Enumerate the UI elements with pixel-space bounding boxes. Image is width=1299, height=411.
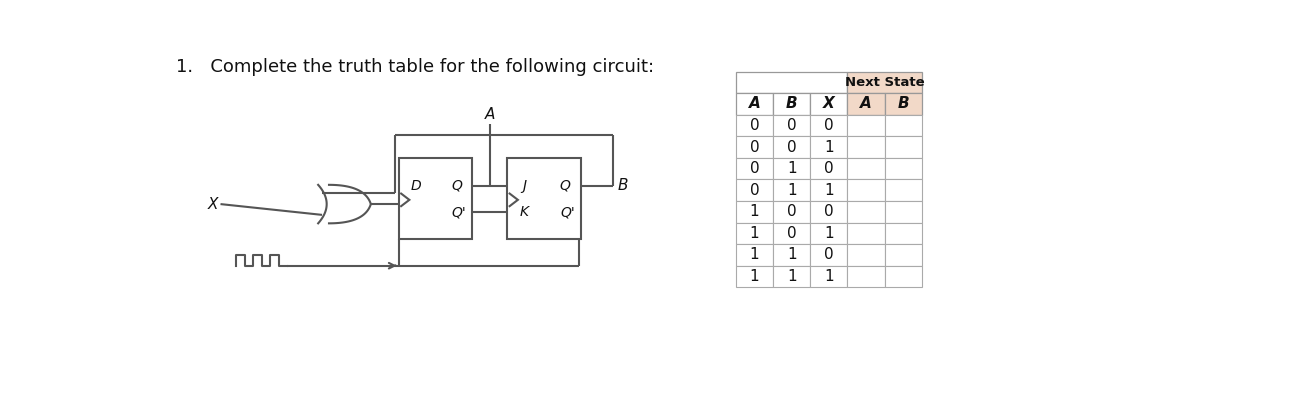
Bar — [399, 158, 473, 239]
Text: 1: 1 — [750, 247, 760, 262]
Bar — [773, 244, 811, 266]
Text: 1: 1 — [787, 247, 796, 262]
Text: Q: Q — [452, 179, 462, 193]
Text: X: X — [208, 196, 218, 212]
Text: 0: 0 — [750, 161, 760, 176]
Bar — [773, 93, 811, 115]
Bar — [735, 136, 773, 158]
Bar — [885, 223, 922, 244]
Bar — [735, 266, 773, 287]
Text: 1: 1 — [824, 226, 834, 241]
Bar — [885, 180, 922, 201]
Text: A: A — [485, 107, 495, 122]
Bar — [847, 244, 885, 266]
Text: 0: 0 — [750, 118, 760, 133]
Bar — [811, 93, 847, 115]
Bar — [811, 180, 847, 201]
Bar — [811, 136, 847, 158]
Text: 1: 1 — [787, 269, 796, 284]
Bar — [735, 115, 773, 136]
Bar — [847, 223, 885, 244]
Text: 0: 0 — [787, 118, 796, 133]
Text: B: B — [786, 97, 798, 111]
Bar — [811, 223, 847, 244]
Text: D: D — [410, 179, 421, 193]
Bar — [735, 158, 773, 180]
Bar — [507, 158, 581, 239]
Text: 0: 0 — [787, 204, 796, 219]
Text: 0: 0 — [750, 183, 760, 198]
Text: 0: 0 — [750, 140, 760, 155]
Text: 1: 1 — [750, 226, 760, 241]
Bar — [773, 158, 811, 180]
Text: Q: Q — [560, 179, 570, 193]
Text: 0: 0 — [824, 204, 834, 219]
Text: 1: 1 — [750, 204, 760, 219]
Text: 0: 0 — [824, 118, 834, 133]
Bar — [847, 266, 885, 287]
Bar — [811, 244, 847, 266]
Bar — [735, 201, 773, 223]
Text: 1: 1 — [787, 183, 796, 198]
Bar — [847, 115, 885, 136]
Bar — [811, 201, 847, 223]
Text: 1: 1 — [824, 140, 834, 155]
Text: Q': Q' — [560, 205, 575, 219]
Bar — [847, 136, 885, 158]
Bar — [885, 201, 922, 223]
Bar — [735, 244, 773, 266]
Bar — [773, 266, 811, 287]
Bar — [735, 223, 773, 244]
Text: 1: 1 — [824, 269, 834, 284]
Bar — [773, 180, 811, 201]
Text: 1: 1 — [787, 161, 796, 176]
Bar — [735, 180, 773, 201]
Text: X: X — [824, 97, 835, 111]
Text: K: K — [520, 205, 529, 219]
Bar — [885, 93, 922, 115]
Bar — [885, 158, 922, 180]
Bar — [847, 201, 885, 223]
Bar — [847, 93, 885, 115]
Bar — [885, 244, 922, 266]
Bar — [773, 136, 811, 158]
Bar — [847, 158, 885, 180]
Bar — [773, 201, 811, 223]
Text: 1: 1 — [750, 269, 760, 284]
Text: 0: 0 — [787, 140, 796, 155]
Bar — [735, 93, 773, 115]
Text: B: B — [617, 178, 627, 194]
Text: 1: 1 — [824, 183, 834, 198]
Bar — [847, 72, 922, 93]
Bar — [885, 115, 922, 136]
Bar — [885, 266, 922, 287]
Bar — [847, 180, 885, 201]
Bar — [811, 158, 847, 180]
Bar — [773, 223, 811, 244]
Text: A: A — [860, 97, 872, 111]
Text: Q': Q' — [451, 205, 466, 219]
Text: 0: 0 — [824, 247, 834, 262]
Bar — [885, 136, 922, 158]
Text: 0: 0 — [824, 161, 834, 176]
Text: A: A — [748, 97, 760, 111]
Bar — [735, 72, 847, 93]
Text: J: J — [522, 179, 526, 193]
Bar — [773, 115, 811, 136]
Text: Next State: Next State — [844, 76, 925, 89]
Bar — [811, 266, 847, 287]
Text: B: B — [898, 97, 909, 111]
Text: 0: 0 — [787, 226, 796, 241]
Text: 1.   Complete the truth table for the following circuit:: 1. Complete the truth table for the foll… — [177, 58, 655, 76]
Bar — [811, 115, 847, 136]
